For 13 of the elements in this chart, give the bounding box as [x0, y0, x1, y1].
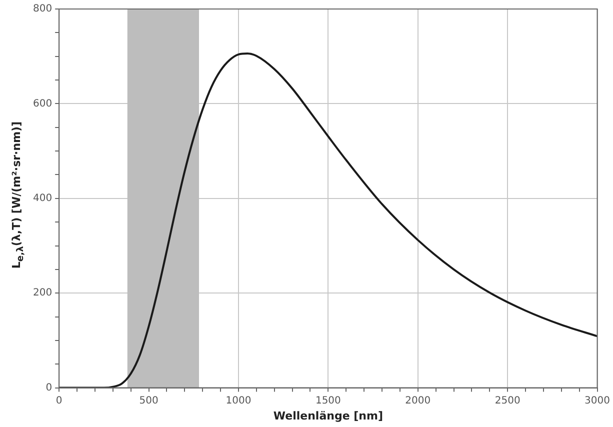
x-tick-label: 2500 — [494, 395, 520, 406]
x-tick-label: 1500 — [315, 395, 341, 406]
x-axis-title: Wellenlänge [nm] — [273, 409, 383, 422]
y-tick-label: 600 — [32, 98, 52, 110]
x-tick-label: 500 — [139, 395, 158, 406]
y-tick-label: 0 — [46, 382, 52, 394]
y-tick-label: 200 — [32, 288, 52, 299]
y-tick-label: 400 — [32, 192, 52, 204]
x-tick-label: 3000 — [584, 395, 610, 406]
y-tick-label: 800 — [32, 4, 52, 15]
x-tick-label: 0 — [56, 395, 62, 406]
x-tick-label: 2000 — [405, 395, 431, 406]
x-tick-label: 1000 — [226, 395, 252, 406]
